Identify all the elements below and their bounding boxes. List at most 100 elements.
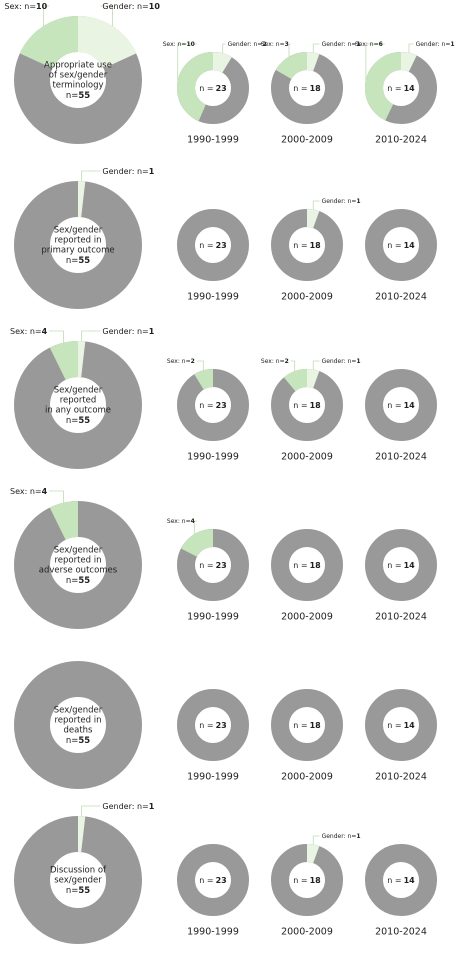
leader-line xyxy=(196,360,204,371)
segment-label-name: Sex: n= xyxy=(261,41,285,48)
decade-caption: 2010-2024 xyxy=(375,135,427,146)
center-label: adverse outcomes xyxy=(39,566,118,576)
donut-base xyxy=(365,369,437,441)
center-label: in any outcome xyxy=(45,406,111,416)
leader-line xyxy=(312,43,320,53)
segment-label-name: Gender: n= xyxy=(322,41,357,48)
donut-segment xyxy=(306,209,320,229)
center-label: Appropriate use xyxy=(44,61,112,71)
donut-chart: n = 14 2010-2024 xyxy=(365,844,437,938)
segment-label: Gender: n=1 xyxy=(322,358,361,365)
segment-label-name: Gender: n= xyxy=(322,198,357,205)
total-label: n = xyxy=(293,561,307,570)
total-value: 23 xyxy=(216,84,227,93)
segment-label-value: 1 xyxy=(356,41,360,48)
segment-label: Gender: n=1 xyxy=(322,198,361,205)
total-value: 18 xyxy=(310,876,322,885)
decade-caption: 1990-1999 xyxy=(187,452,239,463)
decade-caption: 1990-1999 xyxy=(187,292,239,303)
donut-base xyxy=(365,529,437,601)
donut-segment xyxy=(181,529,214,558)
total-value: 18 xyxy=(310,721,322,730)
donut-segment xyxy=(306,52,320,72)
donut-segment xyxy=(49,501,80,541)
segment-label-value: 4 xyxy=(42,487,48,496)
total-value: 23 xyxy=(216,721,227,730)
total-value: 18 xyxy=(310,84,322,93)
decade-caption: 2000-2009 xyxy=(281,292,333,303)
center-total: n = 23 xyxy=(199,876,226,885)
center-total: n = 18 xyxy=(293,84,321,93)
total-label: n= xyxy=(66,416,79,426)
center-label: reported in xyxy=(54,716,101,726)
center-total: n=55 xyxy=(66,886,90,896)
total-value: 55 xyxy=(78,91,90,101)
total-label: n= xyxy=(66,886,79,896)
total-label: n = xyxy=(199,876,213,885)
donut-chart: Gender: n=1 n = 18 2000-2009 xyxy=(271,833,361,938)
donut-base xyxy=(271,689,343,761)
donut-base xyxy=(365,844,437,916)
donut-base xyxy=(177,844,249,916)
total-value: 23 xyxy=(216,241,227,250)
segment-label-name: Sex: n= xyxy=(167,518,191,525)
center-total: n = 23 xyxy=(199,721,226,730)
total-value: 55 xyxy=(78,736,90,746)
segment-label-value: 10 xyxy=(149,2,161,11)
total-label: n = xyxy=(387,241,401,250)
leader-line xyxy=(81,170,101,182)
total-label: n= xyxy=(66,576,79,586)
total-label: n = xyxy=(199,721,213,730)
segment-label: Gender: n=2 xyxy=(228,41,267,48)
segment-label-name: Gender: n= xyxy=(416,41,451,48)
decade-caption: 1990-1999 xyxy=(187,612,239,623)
total-value: 18 xyxy=(310,561,322,570)
total-value: 23 xyxy=(216,401,227,410)
donut-chart: n = 14 2010-2024 xyxy=(365,369,437,463)
donut-chart: Sex: n=2 Gender: n=1 n = 18 2000-2009 xyxy=(261,358,361,463)
total-label: n = xyxy=(387,401,401,410)
total-value: 14 xyxy=(404,876,416,885)
decade-caption: 2000-2009 xyxy=(281,612,333,623)
total-value: 14 xyxy=(404,84,416,93)
segment-label: Gender: n=1 xyxy=(322,833,361,840)
donut-segment xyxy=(49,341,80,381)
donut-chart: Sex: n=10 Gender: n=2 n = 23 1990-1999 xyxy=(163,41,267,146)
center-total: n=55 xyxy=(66,256,90,266)
segment-label: Sex: n=4 xyxy=(10,487,48,496)
total-label: n= xyxy=(66,736,79,746)
decade-caption: 1990-1999 xyxy=(187,135,239,146)
segment-label-name: Sex: n= xyxy=(167,358,191,365)
center-label: Sex/gender xyxy=(54,386,103,396)
donut-chart: n = 14 2010-2024 xyxy=(365,209,437,303)
center-total: n=55 xyxy=(66,91,90,101)
total-label: n = xyxy=(293,721,307,730)
donut-chart: n = 23 1990-1999 xyxy=(177,689,249,783)
center-label: reported in xyxy=(54,236,101,246)
decade-caption: 2010-2024 xyxy=(375,452,427,463)
segment-label-name: Gender: n= xyxy=(102,327,148,336)
segment-label-value: 1 xyxy=(149,167,155,176)
leader-line xyxy=(177,43,197,81)
total-value: 14 xyxy=(404,241,416,250)
donut-chart: n = 23 1990-1999 xyxy=(177,209,249,303)
donut-segment xyxy=(194,369,214,390)
donut-base xyxy=(14,661,142,789)
donut-chart: n = 18 2000-2009 xyxy=(271,689,343,783)
segment-label-value: 1 xyxy=(356,358,360,365)
leader-line xyxy=(365,43,385,80)
total-label: n = xyxy=(293,401,307,410)
leader-line xyxy=(49,330,64,343)
segment-label: Sex: n=10 xyxy=(4,2,47,11)
center-label: Sex/gender xyxy=(54,546,103,556)
donut-segment xyxy=(283,369,308,392)
center-total: n = 23 xyxy=(199,561,226,570)
center-label: sex/gender xyxy=(54,876,102,886)
leader-line xyxy=(100,5,114,27)
leader-line xyxy=(81,805,101,817)
segment-label-name: Gender: n= xyxy=(228,41,263,48)
